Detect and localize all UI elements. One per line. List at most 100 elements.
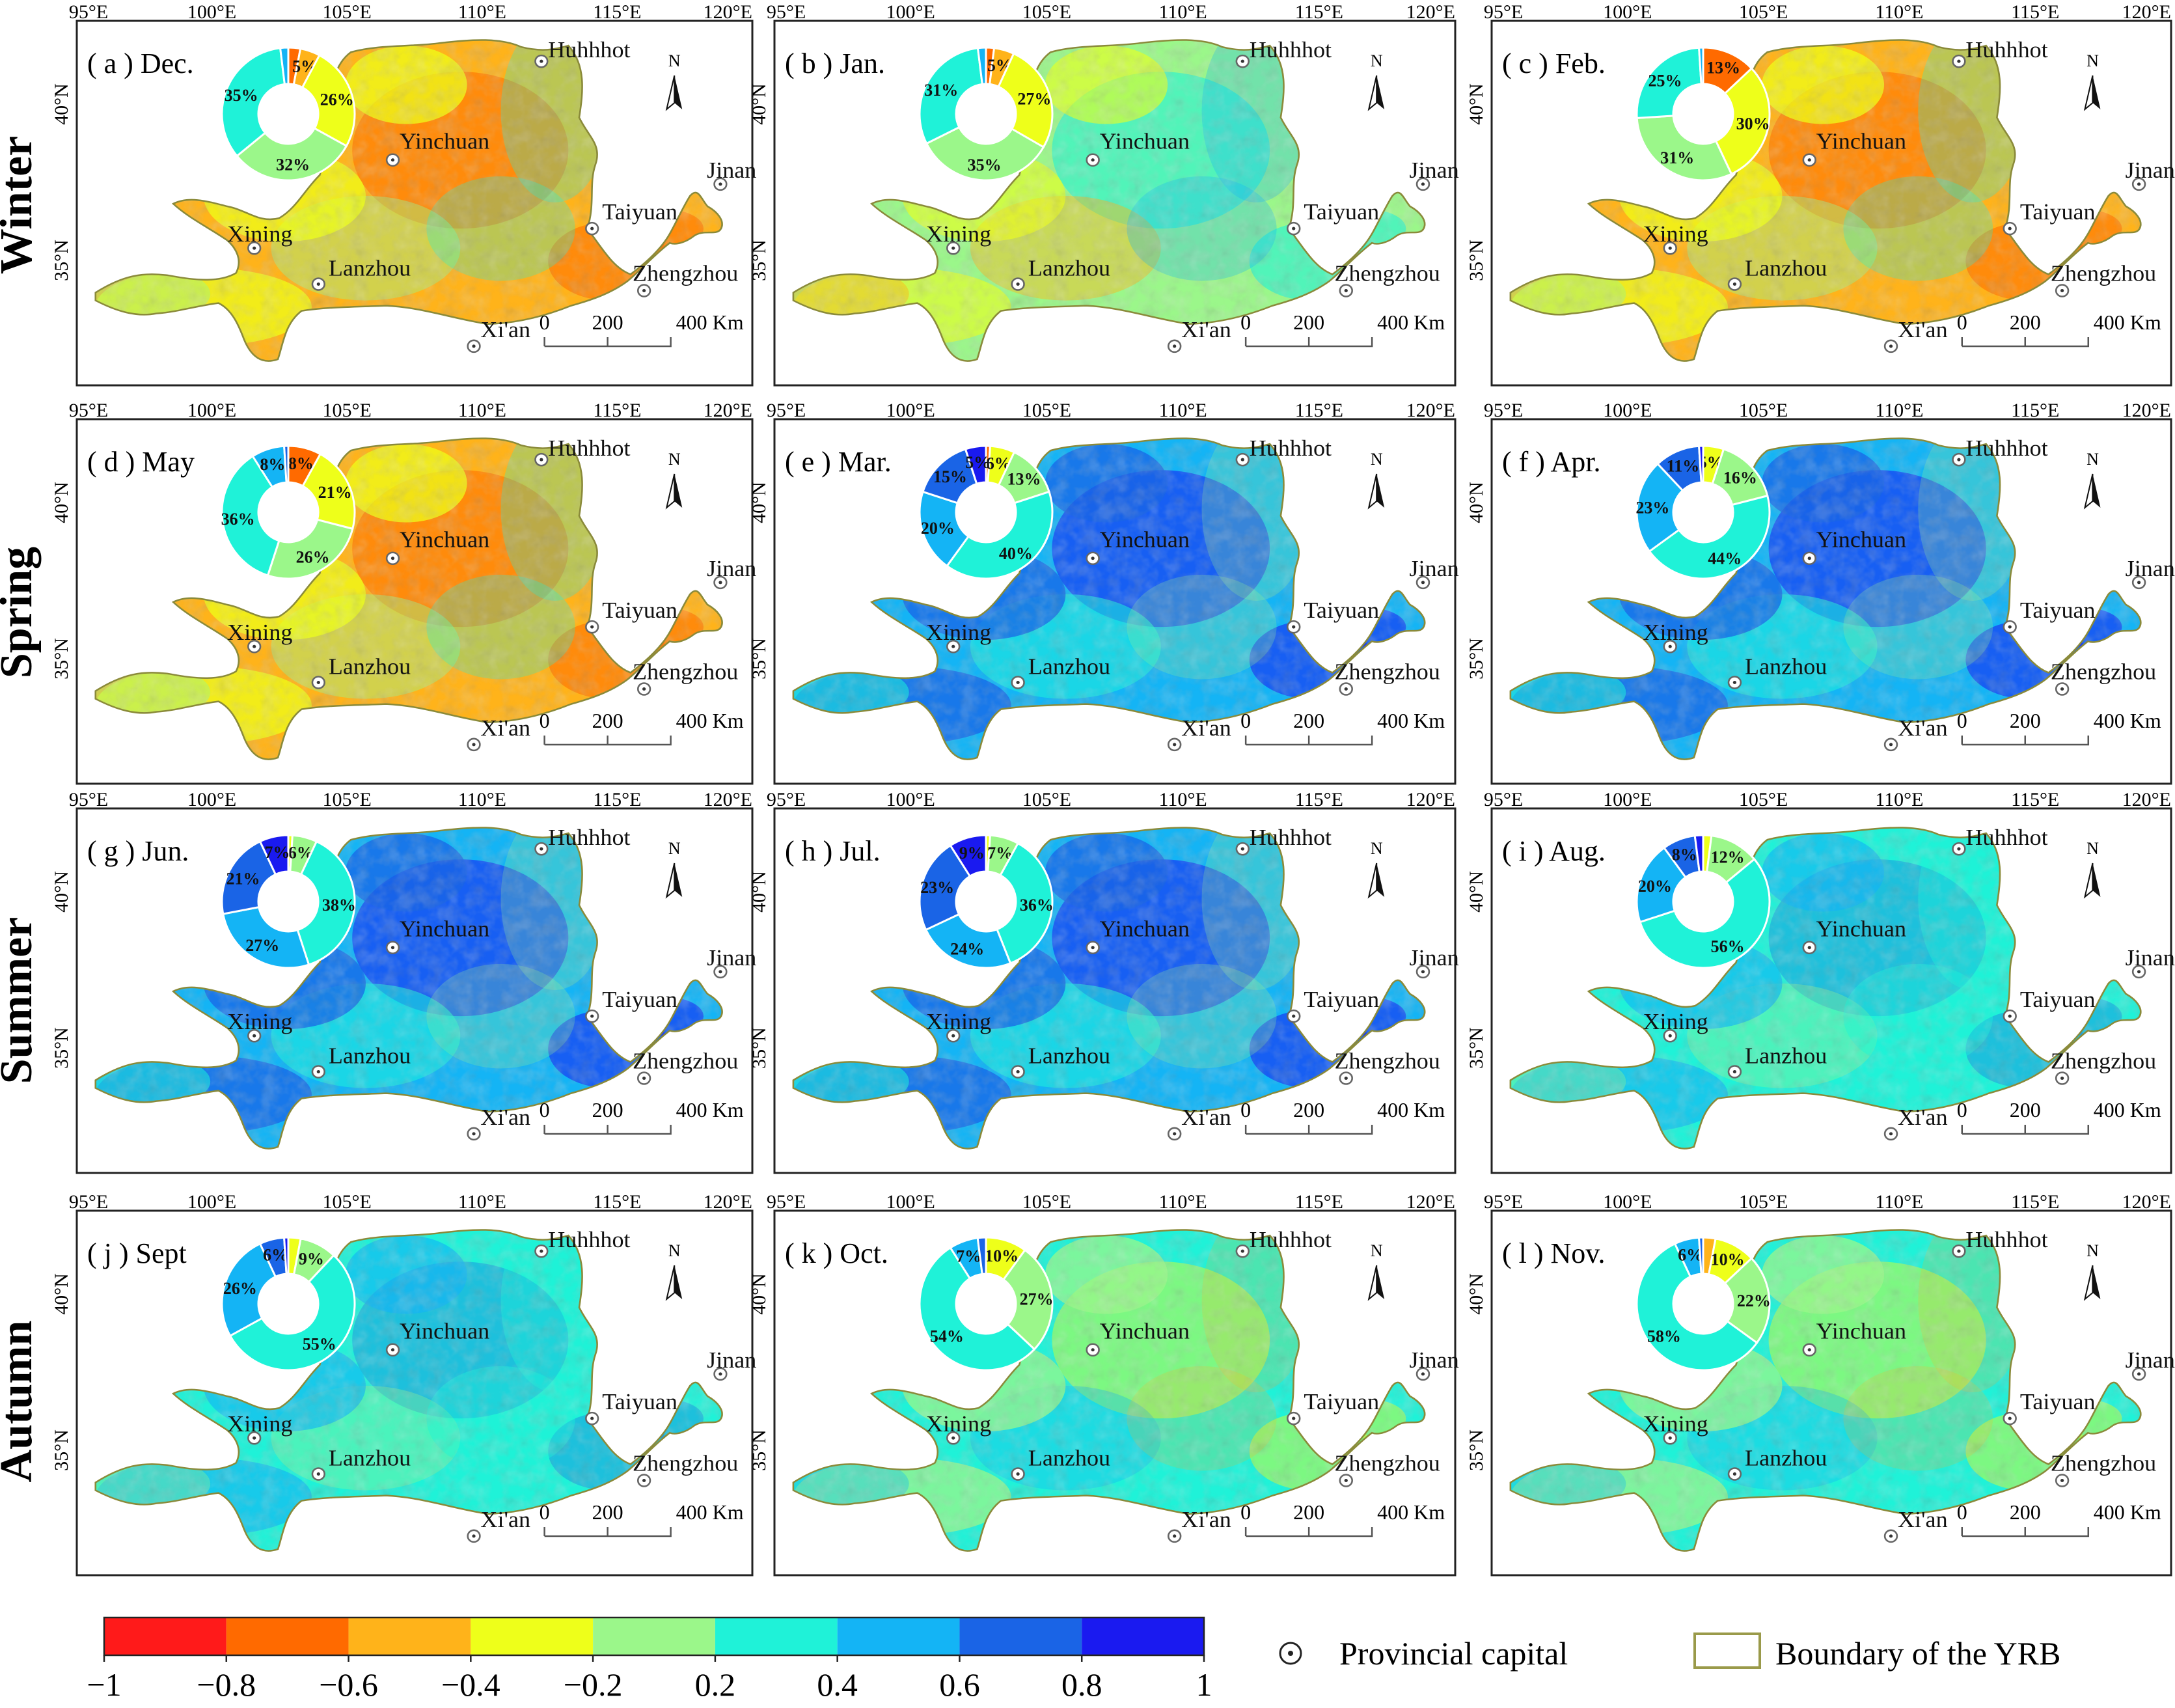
city-label: Xi'an: [1181, 715, 1231, 740]
svg-text:N: N: [1371, 450, 1383, 469]
donut-chart: 6%38%27%21%7%: [221, 834, 356, 969]
city-label: Yinchuan: [400, 1318, 490, 1343]
lon-label: 100°E: [886, 1, 935, 23]
lon-label: 95°E: [767, 1, 806, 23]
city-label: Jinan: [707, 944, 756, 970]
donut-slice-label: 15%: [933, 467, 967, 486]
colorbar-tick-label: −0.2: [564, 1666, 623, 1703]
city-label: Taiyuan: [602, 199, 677, 225]
scale-label: 400 Km: [2094, 310, 2161, 334]
donut-chart: 5%27%35%31%: [918, 46, 1054, 182]
donut-slice-label: 36%: [221, 510, 255, 529]
donut-slice-label: 31%: [924, 81, 958, 100]
lon-label: 110°E: [458, 789, 506, 810]
svg-text:N: N: [1371, 839, 1383, 858]
donut-slice: [266, 518, 354, 580]
colorbar-cell: [226, 1618, 349, 1655]
city-label: Huhhhot: [548, 825, 630, 850]
lon-label: 120°E: [2122, 400, 2171, 421]
lat-label: 35°N: [748, 638, 770, 680]
scale-label: 0: [1957, 709, 1967, 732]
donut-slice-label: 9%: [299, 1250, 324, 1269]
donut-slice: [1635, 462, 1684, 553]
donut-slice-label: 35%: [225, 86, 258, 105]
lon-label: 105°E: [1739, 1191, 1788, 1213]
city-label: Yinchuan: [1816, 527, 1907, 552]
svg-text:N: N: [1371, 1241, 1383, 1260]
legend-capital-label: Provincial capital: [1339, 1635, 1568, 1672]
city-label: Xi'an: [480, 316, 530, 342]
lon-label: 105°E: [323, 1, 372, 23]
map-panel-8: 95°E 100°E 105°E 110°E 115°E 120°E 40°N 35°N Huh…: [748, 789, 1460, 1174]
svg-text:N: N: [2086, 1241, 2099, 1260]
donut-slice-label: 25%: [1648, 71, 1682, 90]
lat-label: 35°N: [748, 1027, 770, 1069]
map-panel-11: 95°E 100°E 105°E 110°E 115°E 120°E 40°N 35°N Huh…: [748, 1191, 1459, 1577]
city-label: Taiyuan: [2020, 598, 2096, 623]
city-label: Zhengzhou: [2051, 260, 2157, 286]
donut-slice: [283, 445, 290, 484]
donut-slice: [279, 46, 290, 86]
donut-slice: [918, 490, 970, 568]
colorbar-tick-label: 0.2: [695, 1666, 736, 1703]
colorbar-tick-label: −0.4: [441, 1666, 500, 1703]
city-label: Xi'an: [1898, 715, 1948, 740]
colorbar-cell: [837, 1618, 960, 1655]
donut-chart: 6%13%40%20%15%5%: [918, 445, 1054, 580]
donut-slice-label: 8%: [260, 455, 285, 474]
scale-label: 200: [2010, 1098, 2041, 1122]
lon-label: 100°E: [187, 1191, 236, 1213]
lon-label: 115°E: [2011, 1, 2059, 23]
lon-label: 100°E: [886, 1191, 935, 1213]
panel-title: ( e ) Mar.: [785, 446, 892, 478]
lat-label: 35°N: [748, 1429, 770, 1471]
lon-label: 105°E: [1022, 789, 1071, 810]
city-label: Jinan: [1410, 945, 1460, 971]
north-arrow-icon: N: [1368, 450, 1386, 508]
provincial-capital-dot-icon: [1288, 1651, 1293, 1656]
lon-label: 95°E: [767, 400, 806, 421]
donut-chart: 9%55%26%6%: [221, 1236, 356, 1371]
city-label: Taiyuan: [2020, 987, 2096, 1012]
lon-label: 110°E: [1875, 400, 1923, 421]
donut-slice: [1635, 115, 1733, 182]
boundary-swatch-icon: [1693, 1632, 1761, 1669]
city-label: Xining: [1643, 1411, 1708, 1437]
north-arrow-icon: N: [1368, 51, 1386, 110]
svg-text:N: N: [2086, 51, 2099, 70]
donut-slice-label: 44%: [1708, 549, 1742, 568]
donut-slice-label: 23%: [920, 878, 954, 897]
donut-chart: 7%36%24%23%9%: [918, 834, 1054, 969]
lat-label: 40°N: [748, 871, 770, 913]
donut-slice-label: 35%: [968, 156, 1002, 174]
donut-slice-label: 7%: [264, 843, 290, 862]
donut-chart: 10% 27% 54% 7%: [918, 1236, 1054, 1371]
colorbar-cell: [593, 1618, 715, 1655]
colorbar-cell: [104, 1618, 226, 1655]
city-label: Zhengzhou: [633, 260, 739, 286]
legend-boundary: Boundary of the YRB: [1693, 1632, 2060, 1672]
lon-label: 120°E: [1406, 1, 1455, 23]
donut-slice-label: 10%: [1711, 1250, 1745, 1269]
lon-label: 120°E: [1406, 789, 1455, 810]
scale-label: 0: [1957, 1500, 1967, 1524]
donut-chart: 5%26%32%35%: [221, 46, 356, 182]
scale-label: 200: [2010, 1500, 2041, 1524]
donut-slice-label: 21%: [318, 483, 352, 502]
donut-slice: [1639, 857, 1771, 969]
lon-label: 120°E: [2122, 1, 2171, 23]
city-label: Taiyuan: [2020, 199, 2096, 225]
donut-slice-label: 11%: [1667, 456, 1700, 475]
city-label: Lanzhou: [1028, 654, 1111, 679]
lat-label: 40°N: [748, 1273, 770, 1315]
donut-slice: [976, 46, 987, 86]
donut-slice: [221, 454, 280, 577]
city-label: Zhengzhou: [633, 1450, 739, 1476]
city-label: Huhhhot: [548, 435, 630, 461]
donut-slice: [918, 1246, 1036, 1371]
lat-label: 35°N: [1466, 638, 1487, 680]
city-label: Huhhhot: [1250, 37, 1332, 62]
donut-slice-label: 21%: [226, 870, 260, 888]
donut-slice: [976, 1236, 987, 1276]
colorbar-tick-label: −0.6: [319, 1666, 378, 1703]
